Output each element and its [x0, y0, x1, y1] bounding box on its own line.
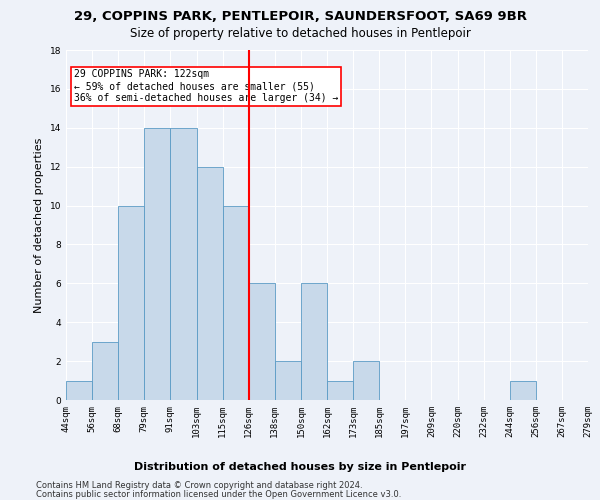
Bar: [510, 380, 536, 400]
Bar: [327, 380, 353, 400]
Bar: [66, 380, 92, 400]
Text: Contains HM Land Registry data © Crown copyright and database right 2024.: Contains HM Land Registry data © Crown c…: [36, 481, 362, 490]
Bar: [249, 284, 275, 400]
Text: 29 COPPINS PARK: 122sqm
← 59% of detached houses are smaller (55)
36% of semi-de: 29 COPPINS PARK: 122sqm ← 59% of detache…: [74, 70, 338, 102]
Y-axis label: Number of detached properties: Number of detached properties: [34, 138, 44, 312]
Bar: [275, 361, 301, 400]
Bar: [353, 361, 379, 400]
Text: Size of property relative to detached houses in Pentlepoir: Size of property relative to detached ho…: [130, 28, 470, 40]
Text: 29, COPPINS PARK, PENTLEPOIR, SAUNDERSFOOT, SA69 9BR: 29, COPPINS PARK, PENTLEPOIR, SAUNDERSFO…: [74, 10, 527, 23]
Bar: [170, 128, 197, 400]
Bar: [197, 166, 223, 400]
Bar: [145, 128, 170, 400]
Bar: [92, 342, 118, 400]
Text: Distribution of detached houses by size in Pentlepoir: Distribution of detached houses by size …: [134, 462, 466, 472]
Bar: [223, 206, 249, 400]
Text: Contains public sector information licensed under the Open Government Licence v3: Contains public sector information licen…: [36, 490, 401, 499]
Bar: [301, 284, 327, 400]
Bar: [118, 206, 145, 400]
